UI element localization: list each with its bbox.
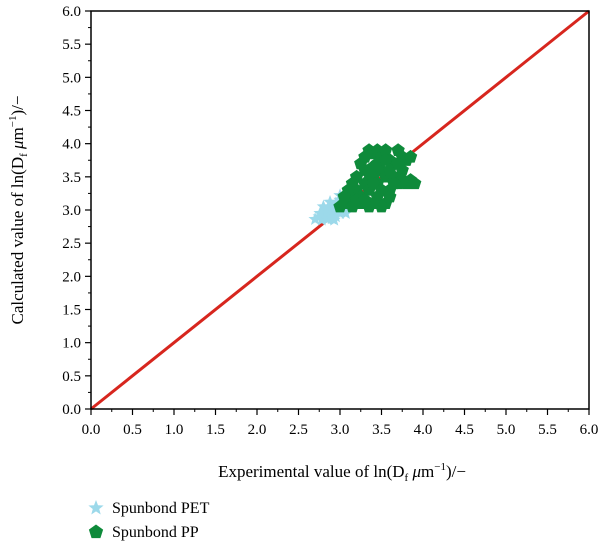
x-tick-label: 6.0	[580, 422, 599, 438]
data-point	[403, 149, 418, 163]
data-point	[313, 206, 327, 219]
data-point	[358, 149, 372, 163]
data-point	[408, 176, 422, 190]
y-tick-label: 2.0	[62, 269, 81, 285]
data-point	[391, 143, 405, 156]
legend-item-pp: Spunbond PP	[88, 524, 199, 541]
x-tick-label: 5.0	[497, 422, 516, 438]
data-point	[333, 206, 347, 219]
x-tick-label: 1.5	[206, 422, 225, 438]
y-tick-label: 2.5	[62, 236, 81, 252]
y-tick-label: 4.0	[62, 137, 81, 153]
data-point	[378, 153, 393, 166]
y-tick-label: 5.0	[62, 70, 81, 86]
data-point	[366, 176, 380, 190]
x-tick-label: 0.5	[123, 422, 142, 438]
data-point	[315, 212, 329, 226]
y-tick-label: 6.0	[62, 4, 81, 20]
x-tick-label: 5.5	[538, 422, 557, 438]
y-tick-label: 3.5	[62, 170, 81, 186]
legend-label-pet: Spunbond PET	[112, 500, 210, 517]
plot-area	[90, 9, 590, 411]
x-tick-label: 0.0	[82, 422, 101, 438]
data-point	[383, 189, 397, 203]
data-point	[358, 193, 372, 206]
data-point	[339, 206, 353, 219]
y-tick-label: 5.5	[62, 37, 81, 53]
data-point	[326, 204, 341, 217]
x-tick-label: 2.0	[248, 422, 267, 438]
series-pp	[333, 143, 422, 213]
legend-marker-pet	[88, 500, 104, 515]
data-point	[329, 209, 343, 223]
legend-marker-pp	[88, 524, 104, 539]
data-point	[387, 176, 401, 190]
y-tick-label: 1.0	[62, 336, 81, 352]
x-tick-label: 4.0	[414, 422, 433, 438]
x-tick-label: 2.5	[289, 422, 308, 438]
x-tick-label: 1.0	[165, 422, 184, 438]
y-tick-label: 0.0	[62, 402, 81, 418]
legend-item-pet: Spunbond PET	[88, 500, 210, 517]
data-point	[337, 189, 351, 203]
axis-ticks: 0.00.0 0.5 0.5 1.0 1.0 1.5 1.5 2.0 2.0 2.5 2.5 3.0 3…	[62, 4, 598, 438]
x-tick-label: 4.5	[455, 422, 474, 438]
legend-label-pp: Spunbond PP	[112, 524, 199, 541]
data-point	[308, 212, 322, 225]
x-tick-label: 3.5	[372, 422, 391, 438]
y-axis-title: Calculated value of ln(Df μm−1)/−	[7, 96, 30, 325]
y-tick-label: 1.5	[62, 303, 81, 319]
y-tick-label: 4.5	[62, 104, 81, 120]
x-axis-title: Experimental value of ln(Df μm−1)/−	[218, 461, 466, 484]
data-point	[327, 212, 341, 226]
data-point	[362, 166, 376, 180]
x-tick-label: 3.0	[331, 422, 350, 438]
data-point	[378, 143, 393, 156]
y-tick-label: 3.0	[62, 203, 81, 219]
data-point	[323, 195, 337, 208]
y-tick-label: 0.5	[62, 369, 81, 385]
data-point	[316, 199, 331, 213]
legend: Spunbond PET Spunbond PP	[88, 500, 210, 541]
data-point	[391, 156, 405, 170]
